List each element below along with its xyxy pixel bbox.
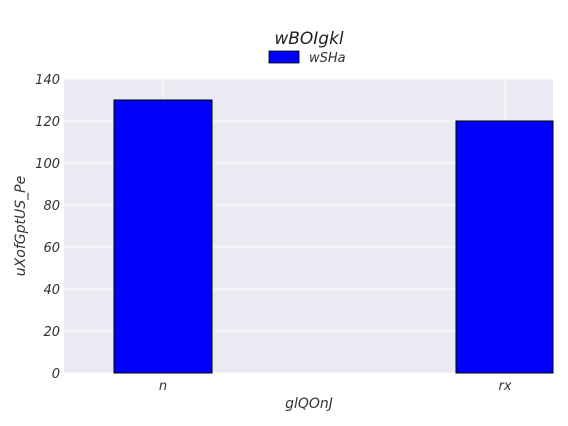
chart-title: wBOIgkl: [274, 29, 344, 49]
y-tick-label: 100: [35, 157, 60, 172]
y-tick-label: 0: [52, 367, 60, 382]
y-tick-label: 120: [35, 115, 60, 130]
y-tick-label: 20: [43, 325, 60, 340]
y-tick-label: 140: [35, 73, 60, 88]
legend: wSHa: [268, 50, 346, 66]
legend-swatch: [268, 50, 300, 64]
y-tick-label: 60: [43, 241, 60, 256]
x-tick-label: rx: [498, 379, 511, 394]
y-axis-label: uXofGptUS_Pe: [13, 176, 29, 276]
y-tick-labels: 0 20 40 60 80 100 120 140: [35, 73, 60, 382]
x-axis-label: glQOnJ: [285, 396, 333, 412]
y-tick-label: 80: [43, 199, 60, 214]
legend-label: wSHa: [309, 51, 346, 66]
x-tick-labels: n rx: [159, 379, 512, 394]
y-tick-label: 40: [43, 283, 60, 298]
bar-rx: [455, 120, 554, 374]
bars: [113, 99, 554, 374]
bar-n: [113, 99, 213, 374]
x-tick-label: n: [159, 379, 167, 394]
